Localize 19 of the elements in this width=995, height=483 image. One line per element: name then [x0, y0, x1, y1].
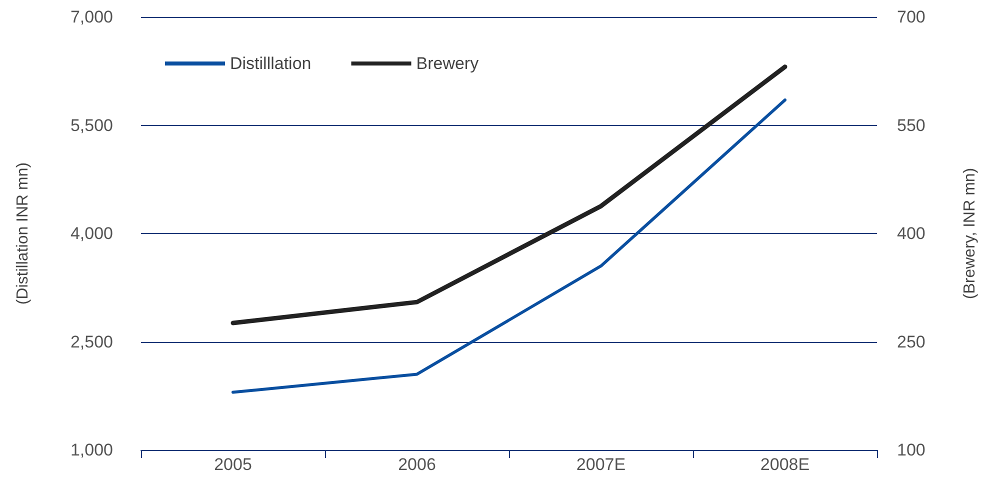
y-tick-label: 7,000 [70, 8, 113, 26]
x-tick-label: 2005 [214, 455, 252, 474]
x-tick-label: 2008E [760, 455, 810, 474]
y2-axis-title: (Brewery, INR mn) [962, 168, 978, 300]
y-tick-label: 2,500 [70, 332, 113, 352]
line-series [232, 98, 786, 394]
y-tick-label: 4,000 [70, 224, 113, 243]
x-tick-label: 2007E [576, 455, 626, 474]
legend-label: Distilllation [230, 54, 312, 73]
y2-tick-label: 400 [897, 224, 926, 243]
y-tick-label: 5,500 [70, 116, 113, 135]
y2-tick-label: 250 [897, 332, 926, 352]
y-tick-label: 1,000 [70, 440, 113, 460]
y-axis-title: (Distillation INR mn) [14, 162, 32, 305]
y2-tick-label: 100 [897, 440, 926, 460]
y2-tick-label: 700 [897, 8, 926, 26]
x-tick-label: 2006 [398, 455, 436, 474]
y2-tick-label: 550 [897, 116, 926, 135]
legend-label: Brewery [416, 54, 480, 73]
